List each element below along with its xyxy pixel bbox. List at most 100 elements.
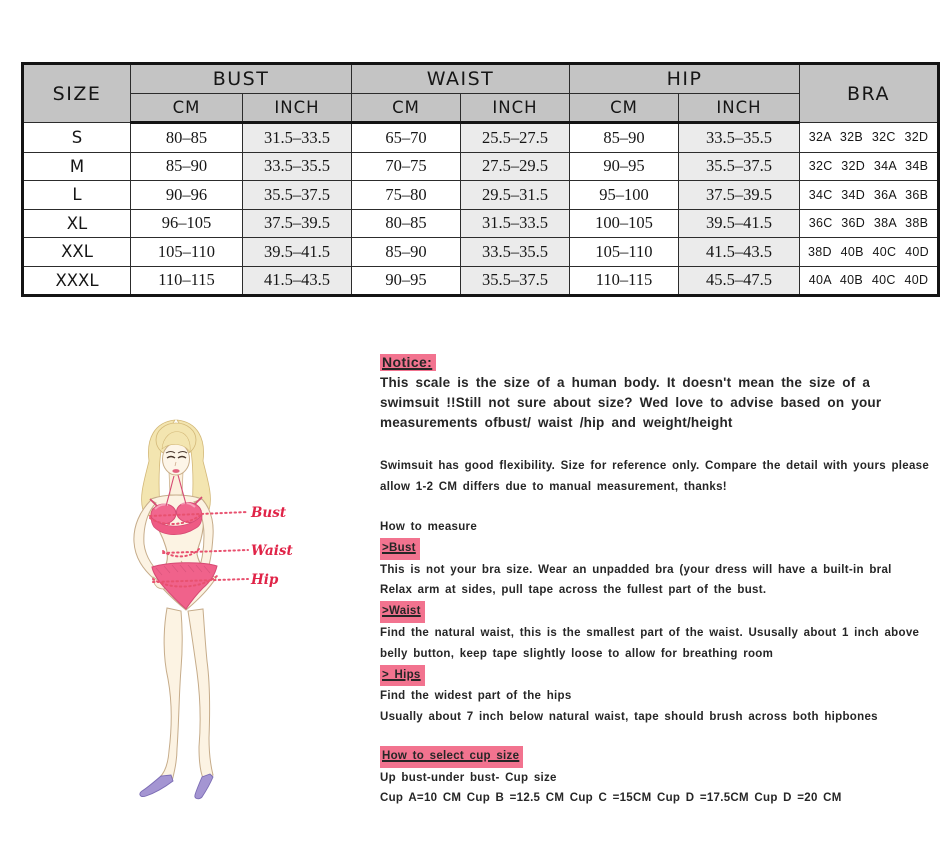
cell-waist-inch: 27.5–29.5 [460, 151, 570, 181]
cup-size-section: How to select cup size Up bust-under bus… [380, 746, 842, 809]
cell-size: S [22, 122, 131, 153]
table-row-xl: XL 96–105 37.5–39.5 80–85 31.5–33.5 100–… [22, 208, 939, 238]
notice-line: This scale is the size of a human body. … [380, 375, 871, 390]
hips-heading-row: > Hips [380, 664, 919, 687]
notice-paragraph: This scale is the size of a human body. … [380, 373, 881, 433]
cell-size: XXL [22, 237, 131, 267]
figure-left-shoe [139, 774, 174, 797]
table-row-s: S 80–85 31.5–33.5 65–70 25.5–27.5 85–90 … [22, 122, 939, 153]
col-header-waist: WAIST [351, 63, 570, 94]
cell-size: L [22, 180, 131, 210]
col-subheader-bust-inch: INCH [242, 93, 352, 124]
bust-instruction-line: This is not your bra size. Wear an unpad… [380, 563, 892, 576]
cell-hip-inch: 39.5–41.5 [678, 208, 800, 238]
cell-hip-cm: 85–90 [569, 122, 679, 153]
cell-bust-inch: 33.5–35.5 [242, 151, 352, 181]
waist-dotted-ellipse [162, 548, 200, 558]
notice-line: swimsuit !!Still not sure about size? We… [380, 395, 882, 410]
cell-bust-cm: 96–105 [130, 208, 243, 238]
col-header-hip: HIP [569, 63, 800, 94]
hip-dotted-line [152, 578, 249, 583]
hips-heading-highlight: > Hips [380, 664, 425, 687]
cell-waist-inch: 31.5–33.5 [460, 208, 570, 238]
table-header-row-1: SIZE BUST WAIST HIP BRA [22, 63, 939, 123]
cup-size-heading-highlight: How to select cup size [380, 746, 524, 768]
col-subheader-bust-cm: CM [130, 93, 243, 124]
flexibility-paragraph: Swimsuit has good flexibility. Size for … [380, 456, 929, 498]
bust-heading-highlight: >Bust [380, 537, 420, 560]
cell-bust-inch: 37.5–39.5 [242, 208, 352, 238]
cell-waist-cm: 65–70 [351, 122, 461, 153]
cell-bra: 32A 32B 32C 32D [799, 122, 939, 153]
cell-size: M [22, 151, 131, 181]
col-header-size: SIZE [22, 63, 131, 123]
cell-bust-inch: 41.5–43.5 [242, 265, 352, 296]
cell-hip-cm: 90–95 [569, 151, 679, 181]
table-header-row-2: CM INCH CM INCH CM INCH [23, 93, 939, 124]
col-subheader-waist-cm: CM [351, 93, 461, 124]
bust-dotted-ellipse [149, 513, 203, 525]
bust-dotted-line [149, 511, 249, 517]
cell-hip-cm: 95–100 [569, 180, 679, 210]
waist-instruction-line: Find the natural waist, this is the smal… [380, 626, 920, 639]
notice-heading-highlight: Notice: [380, 354, 437, 371]
cell-waist-cm: 80–85 [351, 208, 461, 238]
cell-bra: 38D 40B 40C 40D [799, 237, 939, 267]
cell-hip-cm: 110–115 [569, 265, 679, 296]
body-measurement-figure: Bust Waist Hip [133, 419, 293, 800]
cell-bust-inch: 35.5–37.5 [242, 180, 352, 210]
table-row-xxxl: XXXL 110–115 41.5–43.5 90–95 35.5–37.5 1… [22, 265, 939, 296]
col-subheader-hip-cm: CM [569, 93, 679, 124]
cell-waist-inch: 33.5–35.5 [460, 237, 570, 267]
notice-heading: Notice: [380, 354, 437, 371]
waist-heading-highlight: >Waist [380, 601, 425, 623]
col-header-bust: BUST [130, 63, 352, 94]
cell-hip-inch: 41.5–43.5 [678, 237, 800, 267]
flexibility-line: Swimsuit has good flexibility. Size for … [380, 460, 930, 472]
waist-heading-row: >Waist [380, 601, 919, 623]
table-row-xxl: XXL 105–110 39.5–41.5 85–90 33.5–35.5 10… [22, 237, 939, 267]
cup-size-line: Up bust-under bust- Cup size [380, 771, 557, 784]
cell-hip-inch: 33.5–35.5 [678, 122, 800, 153]
cell-waist-cm: 90–95 [351, 265, 461, 296]
bust-instruction-line: Relax arm at sides, pull tape across the… [380, 584, 767, 597]
cell-hip-inch: 45.5–47.5 [678, 265, 800, 296]
figure-right-shoe [194, 773, 214, 800]
cell-hip-inch: 37.5–39.5 [678, 180, 800, 210]
waist-instruction-line: belly button, keep tape slightly loose t… [380, 647, 774, 660]
cell-bust-cm: 90–96 [130, 180, 243, 210]
figure-face [165, 451, 188, 473]
flexibility-line: allow 1-2 CM differs due to manual measu… [380, 481, 727, 493]
cell-hip-cm: 105–110 [569, 237, 679, 267]
table-row-l: L 90–96 35.5–37.5 75–80 29.5–31.5 95–100… [22, 180, 939, 210]
cell-bust-cm: 80–85 [130, 122, 243, 153]
figure-waist-label: Waist [251, 543, 293, 559]
col-header-bra: BRA [799, 63, 939, 123]
cell-waist-inch: 35.5–37.5 [460, 265, 570, 296]
cell-waist-inch: 29.5–31.5 [460, 180, 570, 210]
waist-dotted-line [162, 549, 249, 554]
table-row-m: M 85–90 33.5–35.5 70–75 27.5–29.5 90–95 … [22, 151, 939, 181]
figure-bust-label: Bust [250, 505, 287, 521]
size-chart-table: SIZE BUST WAIST HIP BRA CM INCH CM INCH … [21, 62, 940, 297]
cell-hip-inch: 35.5–37.5 [678, 151, 800, 181]
cell-waist-cm: 75–80 [351, 180, 461, 210]
cell-waist-cm: 70–75 [351, 151, 461, 181]
figure-legs [139, 607, 214, 800]
figure-hip-label: Hip [250, 572, 279, 588]
cell-bust-cm: 105–110 [130, 237, 243, 267]
how-to-measure-section: How to measure >Bust This is not your br… [380, 517, 919, 728]
cell-bra: 34C 34D 36A 36B [799, 180, 939, 210]
cup-size-heading-row: How to select cup size [380, 746, 842, 768]
notice-line: measurements ofbust/ waist /hip and weig… [380, 415, 733, 430]
cell-bust-cm: 85–90 [130, 151, 243, 181]
how-to-measure-title: How to measure [380, 521, 478, 533]
cup-size-line: Cup A=10 CM Cup B =12.5 CM Cup C =15CM C… [380, 792, 842, 804]
cell-bra: 36C 36D 38A 38B [799, 208, 939, 238]
col-subheader-hip-inch: INCH [678, 93, 800, 124]
cell-bust-inch: 31.5–33.5 [242, 122, 352, 153]
cell-bust-cm: 110–115 [130, 265, 243, 296]
cell-size: XXXL [22, 265, 131, 296]
hips-instruction-line: Usually about 7 inch below natural waist… [380, 711, 878, 724]
